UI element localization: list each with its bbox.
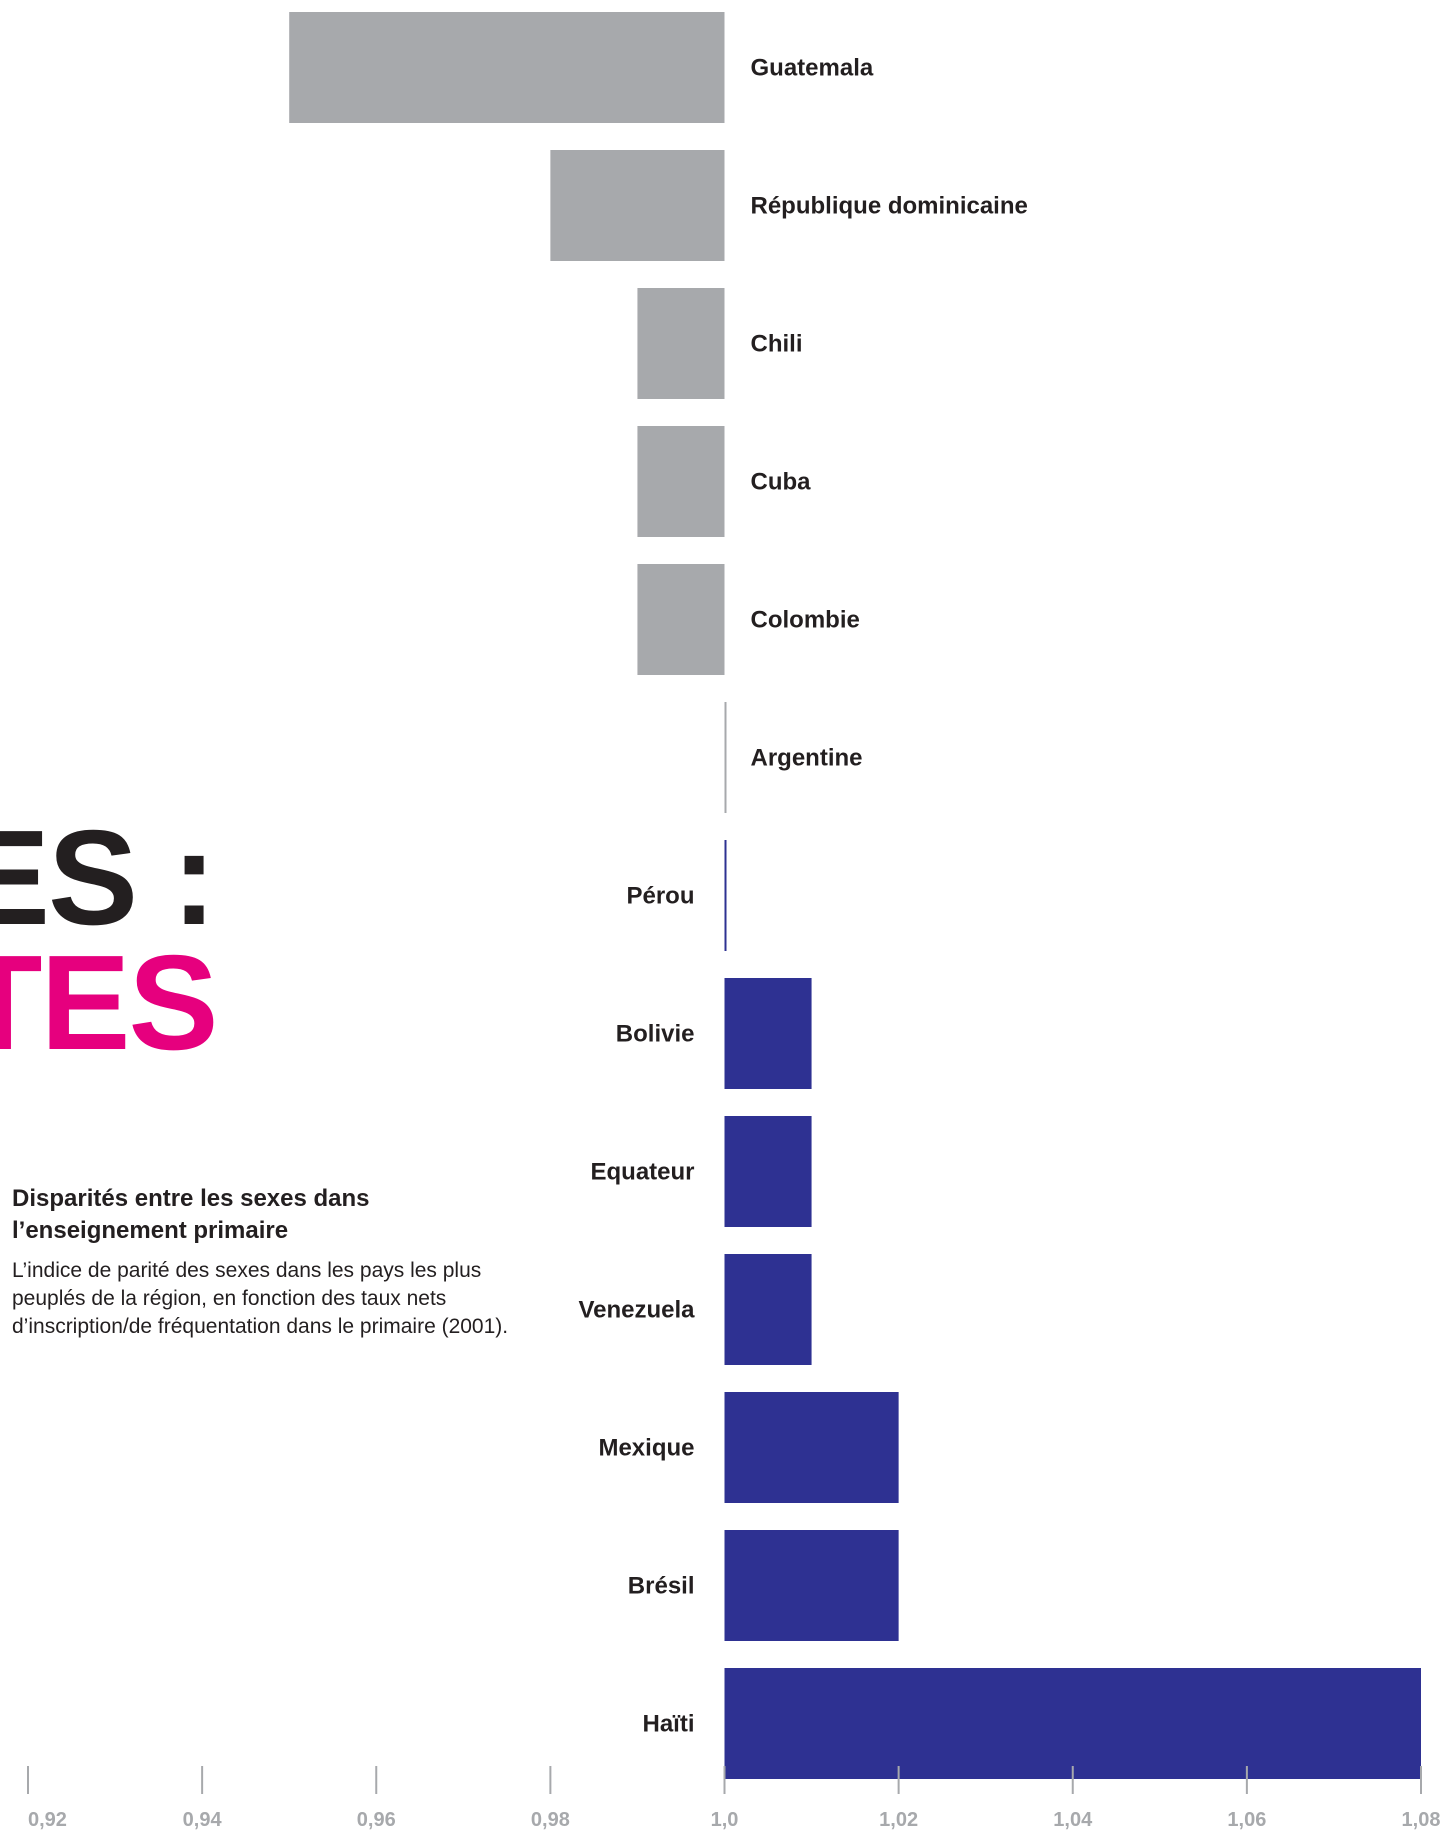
headline-line-1: ES :: [0, 802, 217, 953]
bar-bolivie: [724, 978, 812, 1089]
bar-colombie: [637, 564, 725, 675]
bar-equateur: [724, 1116, 812, 1227]
x-tick-label: 0,92: [28, 1809, 67, 1831]
bar-perou: [724, 840, 727, 951]
bar-venezuela: [724, 1254, 812, 1365]
label-equateur: Equateur: [590, 1159, 694, 1186]
chart-caption: Disparités entre les sexes dans l’enseig…: [12, 1183, 532, 1341]
label-republique-dominicaine: République dominicaine: [751, 193, 1028, 220]
caption-title: Disparités entre les sexes dans l’enseig…: [12, 1185, 370, 1244]
x-tick-label: 1,02: [879, 1809, 918, 1831]
x-tick-label: 0,94: [183, 1809, 223, 1831]
label-bolivie: Bolivie: [616, 1021, 695, 1048]
headline-line-2: TES: [0, 927, 219, 1078]
bar-cuba: [637, 426, 725, 537]
label-colombie: Colombie: [751, 607, 860, 634]
bar-chili: [637, 288, 725, 399]
label-mexique: Mexique: [598, 1435, 694, 1462]
x-tick-label: 0,96: [357, 1809, 396, 1831]
label-perou: Pérou: [626, 883, 694, 910]
bar-argentine: [724, 702, 727, 813]
caption-text: L’indice de parité des sexes dans les pa…: [12, 1259, 509, 1338]
label-cuba: Cuba: [751, 469, 812, 496]
x-tick-label: 1,06: [1227, 1809, 1266, 1831]
bar-guatemala: [289, 12, 725, 123]
bar-haiti: [724, 1668, 1421, 1779]
x-tick-label: 1,04: [1053, 1809, 1093, 1831]
bars-layer: [289, 12, 1421, 1779]
labels-layer: Guatemala République dominicaine Chili Cuba…: [578, 55, 1027, 1738]
label-guatemala: Guatemala: [751, 55, 874, 82]
label-chili: Chili: [751, 331, 803, 358]
x-tick-label: 0,98: [531, 1809, 570, 1831]
label-haiti: Haïti: [642, 1711, 694, 1738]
bar-republique-dominicaine: [550, 150, 725, 261]
bar-mexique: [724, 1392, 899, 1503]
x-tick-label: 1,08: [1402, 1809, 1441, 1831]
label-venezuela: Venezuela: [578, 1297, 695, 1324]
x-tick-label: 1,0: [711, 1809, 739, 1831]
bar-bresil: [724, 1530, 899, 1641]
label-bresil: Brésil: [628, 1573, 695, 1600]
label-argentine: Argentine: [751, 745, 863, 772]
x-axis: 0,92 0,94 0,96 0,98 1,0 1,02 1,04 1,06 1,08: [27, 1766, 1441, 1831]
